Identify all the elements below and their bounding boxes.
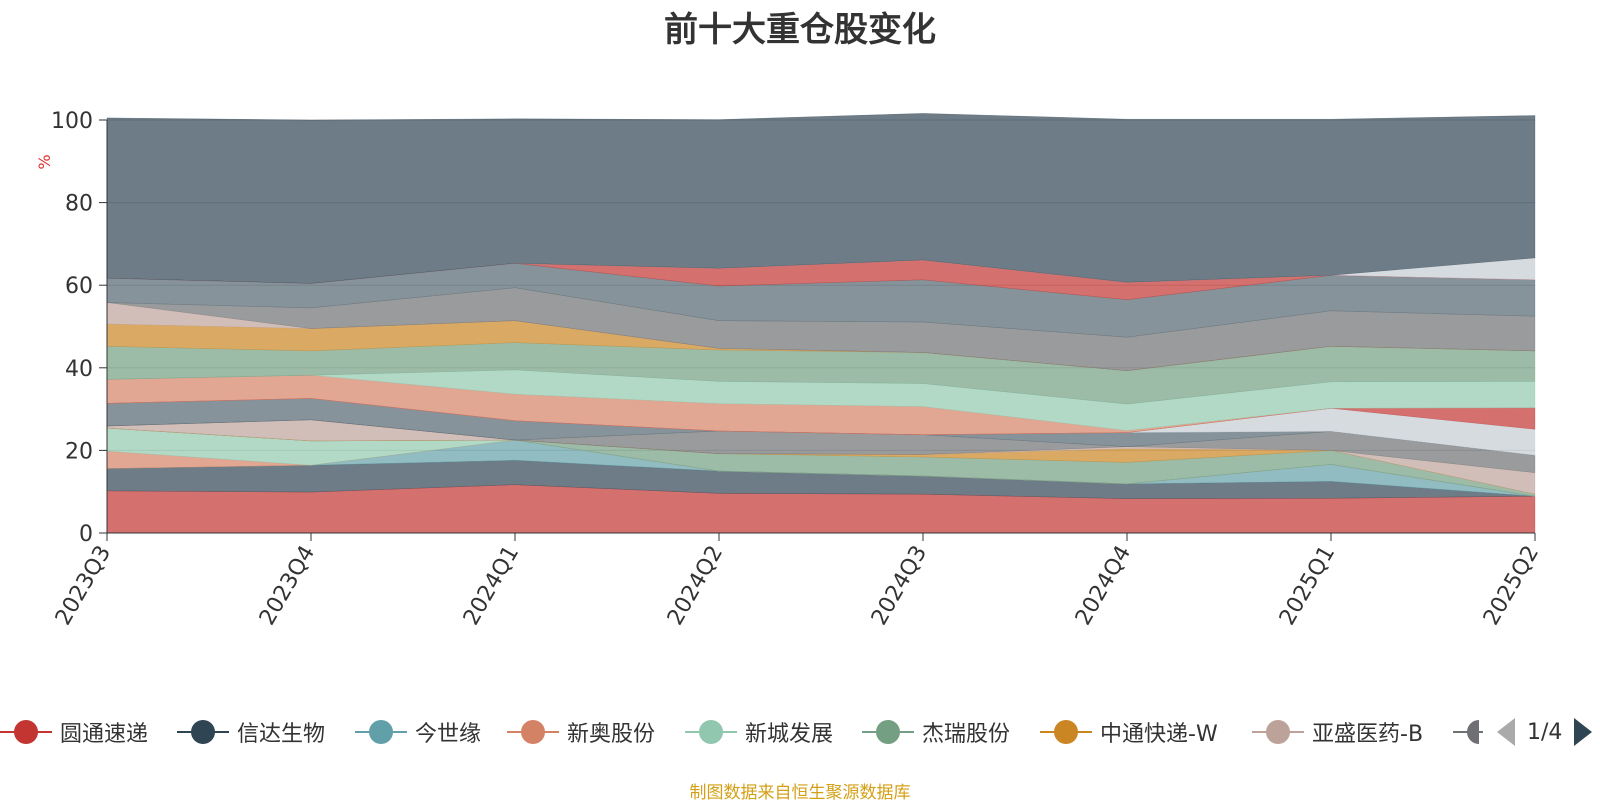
legend-page-indicator: 1/4 bbox=[1527, 719, 1563, 745]
y-tick-label: 60 bbox=[65, 274, 93, 299]
legend-item-label: 亚盛医药-B bbox=[1312, 722, 1424, 747]
y-tick-label: 0 bbox=[79, 522, 93, 547]
legend-item-5[interactable]: 新城发展 bbox=[685, 712, 833, 752]
legend-partial-marker-icon bbox=[1453, 712, 1483, 752]
area-series-22[interactable] bbox=[106, 113, 1536, 284]
x-tick-label: 2025Q1 bbox=[1275, 542, 1340, 630]
legend-item-1[interactable]: 圆通速递 bbox=[0, 712, 148, 752]
legend-item-label: 圆通速递 bbox=[60, 722, 149, 747]
legend-item-2[interactable]: 信达生物 bbox=[177, 712, 325, 752]
x-tick-label: 2023Q4 bbox=[255, 542, 320, 630]
legend-pager: 1/4 bbox=[1497, 712, 1593, 752]
x-tick-label: 2024Q1 bbox=[459, 542, 524, 630]
legend-marker-icon bbox=[1252, 712, 1304, 752]
chart-title: 前十大重仓股变化 bbox=[664, 10, 936, 50]
legend-item-8[interactable]: 亚盛医药-B bbox=[1252, 712, 1423, 752]
legend-item-4[interactable]: 新奥股份 bbox=[507, 712, 655, 752]
legend-item-label: 信达生物 bbox=[237, 722, 326, 747]
legend-marker-icon bbox=[177, 712, 229, 752]
area-series-layer bbox=[106, 113, 1536, 534]
legend-item-7[interactable]: 中通快递-W bbox=[1040, 712, 1218, 752]
y-tick-label: 20 bbox=[65, 439, 93, 464]
legend-next-page-icon[interactable] bbox=[1574, 718, 1593, 746]
legend: 圆通速递 信达生物 今世缘 新奥股份 新城发展 杰瑞股份 中通快递-W 亚盛医药-B 1/4 bbox=[0, 712, 1600, 752]
x-tick-label: 2024Q3 bbox=[867, 542, 932, 630]
legend-item-3[interactable]: 今世缘 bbox=[355, 712, 481, 752]
y-tick-label: 40 bbox=[65, 357, 93, 382]
y-axis-unit-label: % bbox=[35, 154, 54, 169]
legend-item-label: 杰瑞股份 bbox=[922, 722, 1011, 747]
legend-prev-page-icon[interactable] bbox=[1497, 718, 1515, 746]
legend-marker-icon bbox=[507, 712, 559, 752]
x-tick-label: 2025Q2 bbox=[1479, 542, 1544, 630]
legend-marker-icon bbox=[355, 712, 407, 752]
legend-marker-icon bbox=[685, 712, 737, 752]
legend-item-label: 新奥股份 bbox=[567, 722, 656, 747]
legend-item-label: 今世缘 bbox=[415, 722, 482, 747]
legend-marker-icon bbox=[862, 712, 914, 752]
y-tick-label: 80 bbox=[65, 192, 93, 217]
x-tick-label: 2023Q3 bbox=[51, 542, 116, 630]
legend-item-6[interactable]: 杰瑞股份 bbox=[862, 712, 1010, 752]
source-note: 制图数据来自恒生聚源数据库 bbox=[689, 783, 911, 803]
legend-marker-icon bbox=[0, 712, 52, 752]
legend-item-label: 新城发展 bbox=[745, 722, 834, 747]
legend-item-partial[interactable] bbox=[1453, 712, 1491, 752]
x-tick-label: 2024Q4 bbox=[1071, 542, 1136, 630]
x-tick-label: 2024Q2 bbox=[663, 542, 728, 630]
y-tick-label: 100 bbox=[51, 109, 93, 134]
legend-marker-icon bbox=[1040, 712, 1092, 752]
legend-item-label: 中通快递-W bbox=[1100, 722, 1218, 747]
